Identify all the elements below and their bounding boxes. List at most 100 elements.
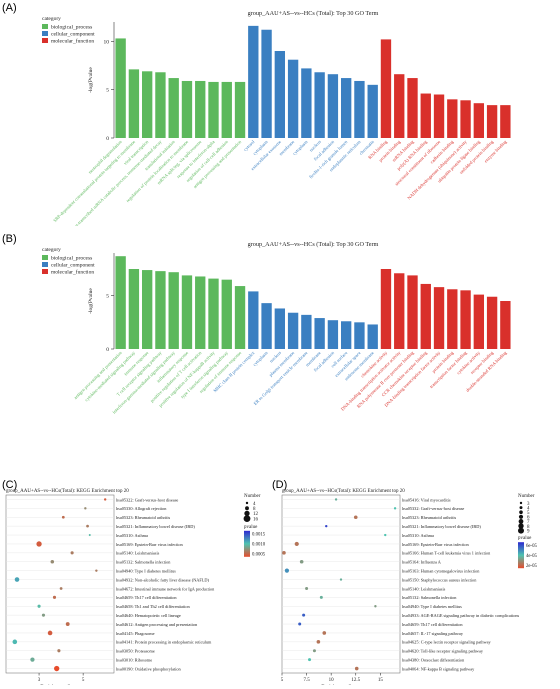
bar	[287, 312, 299, 349]
panel-b-label: (B)	[2, 233, 17, 245]
x-tick-label: 3	[38, 678, 41, 683]
legend-swatch	[42, 255, 48, 260]
size-legend-label: 5	[527, 511, 530, 516]
size-legend-label: 4	[253, 502, 256, 507]
bar	[420, 93, 431, 138]
y-tick-label: 5	[106, 88, 109, 94]
data-point	[52, 595, 57, 599]
bar	[500, 301, 511, 349]
data-point	[41, 613, 46, 617]
size-legend-dot	[518, 514, 524, 519]
x-tick-label: 10	[329, 678, 335, 683]
data-point	[319, 595, 323, 599]
term-label: hsa05322: Graft-versus-host disease	[116, 497, 178, 502]
size-legend-dot	[244, 510, 250, 517]
data-point	[374, 605, 377, 608]
legend-swatch	[42, 24, 48, 29]
data-point	[384, 533, 387, 537]
data-point	[65, 622, 70, 626]
term-label: hsa04933: AGE-RAGE signaling pathway in …	[402, 613, 520, 618]
term-label: hsa04932: Non-alcoholic fatty liver dise…	[116, 577, 210, 582]
bar	[181, 80, 193, 138]
pvalue-legend-title: pvalue	[518, 536, 532, 541]
term-label: hsa05169: Epstein-Barr virus infection	[402, 542, 470, 547]
term-label: hsa03050: Proteasome	[116, 649, 155, 654]
bar	[221, 81, 232, 138]
bar	[407, 275, 418, 349]
term-label: hsa05321: Inflammatory bowel disease (IB…	[116, 524, 195, 529]
data-point	[95, 569, 98, 572]
chart-title: group_AAU+AS--vs--HCs(Total): KEGG Enric…	[282, 489, 405, 494]
data-point	[50, 560, 55, 564]
y-axis-label: -log(Pvalue	[87, 67, 94, 93]
bar	[354, 80, 365, 138]
bar	[380, 269, 392, 349]
kegg-scatter-chart-d: group_AAU+AS--vs--HCs(Total): KEGG Enric…	[281, 489, 538, 685]
term-label: hsa04672: Intestinal immune network for …	[116, 586, 215, 591]
panel-d-label: (D)	[272, 479, 288, 491]
size-legend-dot	[519, 501, 523, 505]
term-label: hsa05140: Leishmaniasis	[402, 586, 446, 591]
size-legend-label: 6	[527, 516, 530, 521]
term-label: hsa04145: Phagosome	[116, 631, 155, 636]
y-axis-label: -log(Pvalue	[87, 288, 94, 314]
term-label: hsa05132: Salmonella infection	[116, 560, 171, 565]
size-legend-label: 4	[527, 506, 530, 511]
bar	[155, 271, 166, 349]
data-point	[316, 640, 321, 644]
bar	[420, 283, 431, 349]
bar	[141, 270, 153, 349]
term-label: hsa05310: Asthma	[402, 533, 434, 538]
size-legend-label: 9	[527, 529, 530, 534]
data-point	[298, 622, 302, 626]
term-label: hsa05132: Salmonella infection	[402, 595, 457, 600]
size-legend-dot	[518, 519, 524, 524]
term-label: hsa05140: Leishmaniasis	[116, 551, 160, 556]
legend-label: molecular_function	[51, 38, 94, 45]
size-legend-dot	[519, 506, 523, 510]
bar	[301, 68, 312, 138]
term-label: hsa04141: Protein processing in endoplas…	[116, 640, 212, 645]
data-point	[57, 649, 61, 653]
pvalue-tick-label: 2e-05	[526, 564, 538, 569]
bar	[486, 296, 498, 349]
bar	[460, 100, 471, 138]
bar	[168, 78, 179, 138]
pvalue-tick-label: 0.0010	[252, 543, 266, 548]
data-point	[36, 541, 42, 547]
bar	[340, 321, 352, 349]
y-tick-label: 5	[106, 294, 109, 300]
size-legend-dot	[518, 523, 524, 529]
bar	[274, 308, 286, 349]
legend-label: cellular_component	[51, 263, 95, 269]
data-point	[30, 657, 35, 662]
legend-label: biological_process	[51, 25, 92, 31]
panel-a-label: (A)	[2, 2, 17, 14]
bar	[460, 290, 471, 349]
legend-swatch	[42, 262, 48, 267]
term-label: hsa05310: Asthma	[116, 533, 148, 538]
term-label: hsa04380: Osteoclast differentiation	[402, 657, 465, 662]
bar	[221, 279, 232, 349]
term-label: hsa05330: Allograft rejection	[116, 506, 167, 511]
x-tick-label: cytoplasm	[292, 139, 309, 156]
term-label: hsa05164: Influenza A	[402, 560, 442, 565]
data-point	[59, 587, 63, 590]
term-label: hsa04625: C-type lectin receptor signali…	[402, 640, 492, 645]
term-label: hsa04620: Toll-like receptor signaling p…	[402, 649, 484, 654]
term-label: hsa04940: Type I diabetes mellitus	[116, 568, 176, 573]
data-point	[61, 515, 65, 519]
x-tick-label: 5	[82, 678, 85, 683]
term-label: hsa04640: Hematopoietic cell lineage	[116, 613, 181, 618]
data-point	[70, 551, 74, 555]
legend-swatch	[42, 31, 48, 36]
legend-swatch	[42, 38, 48, 43]
y-tick-label: 0	[106, 347, 109, 353]
legend-label: cellular_component	[51, 32, 95, 38]
size-legend-title: Number	[244, 494, 261, 499]
legend-title: category	[42, 16, 61, 22]
bar	[433, 94, 445, 138]
size-legend-label: 8	[527, 525, 530, 530]
bar	[314, 72, 325, 138]
bar	[340, 78, 352, 138]
